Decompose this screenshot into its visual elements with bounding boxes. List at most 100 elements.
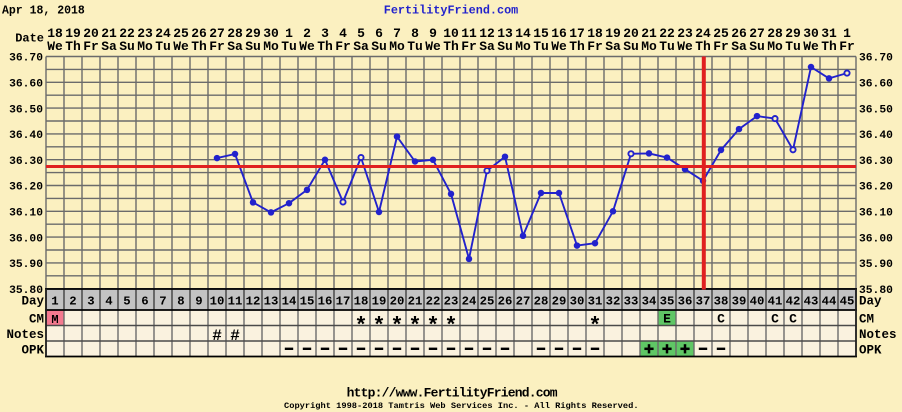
svg-text:31: 31 bbox=[821, 26, 837, 41]
svg-text:5: 5 bbox=[123, 295, 130, 309]
svg-text:Day: Day bbox=[859, 295, 882, 309]
svg-text:Fr: Fr bbox=[839, 39, 855, 54]
svg-text:24: 24 bbox=[462, 295, 477, 309]
svg-text:21: 21 bbox=[101, 26, 117, 41]
svg-text:25: 25 bbox=[713, 26, 729, 41]
svg-text:Mo: Mo bbox=[515, 39, 531, 54]
svg-text:We: We bbox=[425, 39, 441, 54]
svg-text:We: We bbox=[173, 39, 189, 54]
svg-text:8: 8 bbox=[411, 26, 419, 41]
svg-text:21: 21 bbox=[408, 295, 423, 309]
svg-text:9: 9 bbox=[429, 26, 437, 41]
svg-text:28: 28 bbox=[534, 295, 549, 309]
svg-text:Th: Th bbox=[443, 39, 459, 54]
svg-text:26: 26 bbox=[731, 26, 747, 41]
svg-text:27: 27 bbox=[749, 26, 765, 41]
svg-text:36.00: 36.00 bbox=[9, 233, 43, 245]
svg-text:16: 16 bbox=[318, 295, 333, 309]
svg-text:36.40: 36.40 bbox=[859, 130, 893, 142]
svg-text:Su: Su bbox=[245, 39, 261, 54]
svg-text:36.70: 36.70 bbox=[859, 53, 893, 65]
svg-text:Th: Th bbox=[821, 39, 837, 54]
svg-text:Mo: Mo bbox=[767, 39, 783, 54]
svg-text:Sa: Sa bbox=[101, 39, 117, 54]
svg-text:14: 14 bbox=[282, 295, 297, 309]
svg-text:2: 2 bbox=[303, 26, 311, 41]
svg-text:Sa: Sa bbox=[731, 39, 747, 54]
svg-text:Su: Su bbox=[623, 39, 639, 54]
svg-text:10: 10 bbox=[210, 295, 225, 309]
svg-text:CM: CM bbox=[859, 312, 874, 326]
svg-text:40: 40 bbox=[750, 295, 765, 309]
svg-text:Tu: Tu bbox=[533, 39, 549, 54]
svg-text:13: 13 bbox=[264, 295, 279, 309]
svg-text:*: * bbox=[390, 314, 403, 339]
svg-text:29: 29 bbox=[552, 295, 567, 309]
svg-text:15: 15 bbox=[533, 26, 549, 41]
svg-text:1: 1 bbox=[843, 26, 851, 41]
svg-text:19: 19 bbox=[65, 26, 81, 41]
svg-text:9: 9 bbox=[195, 295, 202, 309]
svg-text:2: 2 bbox=[69, 295, 76, 309]
svg-text:43: 43 bbox=[804, 295, 819, 309]
svg-text:5: 5 bbox=[357, 26, 365, 41]
svg-text:Th: Th bbox=[191, 39, 207, 54]
svg-text:17: 17 bbox=[336, 295, 351, 309]
svg-text:*: * bbox=[588, 314, 601, 339]
svg-text:6: 6 bbox=[141, 295, 148, 309]
svg-text:26: 26 bbox=[498, 295, 513, 309]
svg-text:36.20: 36.20 bbox=[9, 182, 43, 194]
svg-text:E: E bbox=[663, 311, 671, 326]
svg-text:24: 24 bbox=[155, 26, 171, 41]
svg-text:Su: Su bbox=[371, 39, 387, 54]
svg-text:Tu: Tu bbox=[659, 39, 675, 54]
svg-text:30: 30 bbox=[803, 26, 819, 41]
svg-text:Sa: Sa bbox=[605, 39, 621, 54]
svg-text:7: 7 bbox=[393, 26, 401, 41]
svg-text:Notes: Notes bbox=[859, 328, 897, 342]
svg-text:FertilityFriend.com: FertilityFriend.com bbox=[384, 3, 519, 17]
svg-text:28: 28 bbox=[767, 26, 783, 41]
svg-text:35.80: 35.80 bbox=[859, 285, 893, 297]
svg-text:We: We bbox=[551, 39, 567, 54]
svg-text:M: M bbox=[51, 313, 58, 327]
svg-text:35.90: 35.90 bbox=[9, 259, 43, 271]
svg-text:27: 27 bbox=[209, 26, 225, 41]
svg-text:20: 20 bbox=[623, 26, 639, 41]
svg-text:*: * bbox=[408, 314, 421, 339]
svg-text:44: 44 bbox=[822, 295, 837, 309]
svg-text:33: 33 bbox=[624, 295, 639, 309]
svg-text:36.60: 36.60 bbox=[9, 79, 43, 91]
svg-text:We: We bbox=[803, 39, 819, 54]
svg-text:29: 29 bbox=[785, 26, 801, 41]
svg-text:#: # bbox=[230, 327, 240, 345]
svg-text:Fr: Fr bbox=[335, 39, 351, 54]
svg-text:We: We bbox=[299, 39, 315, 54]
svg-text:http://www.FertilityFriend.com: http://www.FertilityFriend.com bbox=[347, 386, 558, 401]
svg-text:20: 20 bbox=[83, 26, 99, 41]
svg-text:3: 3 bbox=[87, 295, 94, 309]
svg-text:18: 18 bbox=[587, 26, 603, 41]
svg-text:Tu: Tu bbox=[281, 39, 297, 54]
svg-text:Su: Su bbox=[749, 39, 765, 54]
svg-text:27: 27 bbox=[516, 295, 531, 309]
svg-text:34: 34 bbox=[642, 295, 657, 309]
svg-text:37: 37 bbox=[696, 295, 711, 309]
svg-text:41: 41 bbox=[768, 295, 783, 309]
svg-text:Th: Th bbox=[569, 39, 585, 54]
svg-text:17: 17 bbox=[569, 26, 585, 41]
svg-text:*: * bbox=[372, 314, 385, 339]
svg-text:36.20: 36.20 bbox=[859, 182, 893, 194]
svg-text:Su: Su bbox=[119, 39, 135, 54]
svg-text:19: 19 bbox=[605, 26, 621, 41]
svg-text:36: 36 bbox=[678, 295, 693, 309]
svg-text:36.10: 36.10 bbox=[859, 208, 893, 220]
svg-text:36.70: 36.70 bbox=[9, 53, 43, 65]
svg-text:35.80: 35.80 bbox=[9, 285, 43, 297]
svg-text:22: 22 bbox=[426, 295, 441, 309]
svg-text:14: 14 bbox=[515, 26, 531, 41]
svg-text:Tu: Tu bbox=[155, 39, 171, 54]
svg-text:4: 4 bbox=[105, 295, 113, 309]
svg-text:Fr: Fr bbox=[713, 39, 729, 54]
svg-text:1: 1 bbox=[285, 26, 293, 41]
